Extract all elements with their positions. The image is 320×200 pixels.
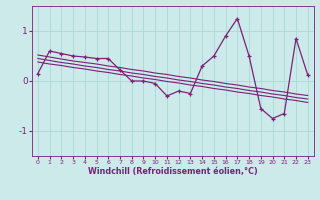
X-axis label: Windchill (Refroidissement éolien,°C): Windchill (Refroidissement éolien,°C)	[88, 167, 258, 176]
